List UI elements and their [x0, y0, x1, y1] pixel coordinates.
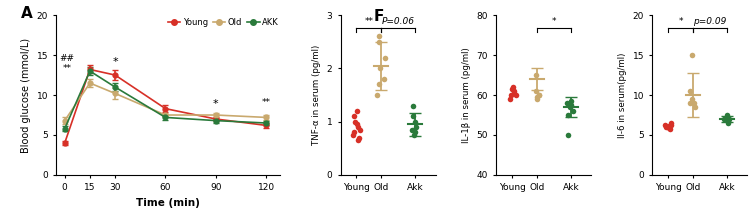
Point — [505, 93, 517, 97]
Text: *: * — [552, 17, 556, 26]
Legend: Young, Old, AKK: Young, Old, AKK — [164, 14, 282, 30]
Text: *: * — [213, 99, 219, 109]
Point — [379, 56, 391, 59]
Point — [352, 125, 364, 129]
X-axis label: Time (min): Time (min) — [136, 198, 200, 208]
Y-axis label: Blood glucose (mmol/L): Blood glucose (mmol/L) — [21, 38, 31, 152]
Point — [665, 127, 677, 130]
Point — [686, 97, 698, 101]
Point — [566, 99, 578, 103]
Point — [562, 101, 574, 105]
Point — [566, 103, 578, 107]
Point — [406, 128, 418, 131]
Point — [410, 125, 422, 129]
Text: P=0.06: P=0.06 — [382, 17, 415, 26]
Point — [686, 53, 698, 57]
Point — [663, 124, 675, 128]
Point — [374, 67, 386, 70]
Point — [665, 123, 677, 126]
Point — [530, 89, 542, 93]
Text: A: A — [20, 6, 32, 21]
Point — [348, 131, 360, 134]
Point — [373, 40, 385, 43]
Point — [352, 139, 364, 142]
Point — [354, 136, 366, 139]
Point — [562, 133, 575, 137]
Point — [532, 93, 544, 97]
Point — [378, 77, 390, 81]
Point — [507, 85, 519, 89]
Point — [721, 116, 733, 119]
Point — [372, 83, 385, 86]
Point — [564, 105, 576, 109]
Text: **: ** — [63, 64, 72, 73]
Point — [659, 124, 671, 127]
Point — [665, 121, 677, 125]
Point — [660, 125, 672, 129]
Point — [531, 95, 543, 99]
Point — [510, 93, 522, 97]
Point — [351, 123, 363, 126]
Point — [354, 128, 366, 131]
Point — [371, 93, 383, 97]
Point — [348, 115, 360, 118]
Point — [531, 97, 543, 101]
Point — [504, 97, 516, 101]
Text: **: ** — [261, 98, 270, 107]
Point — [684, 101, 696, 105]
Point — [722, 117, 734, 121]
Point — [562, 113, 575, 117]
Point — [684, 89, 696, 93]
Y-axis label: Il-6 in serum(pg/ml): Il-6 in serum(pg/ml) — [618, 52, 627, 138]
Point — [372, 35, 385, 38]
Point — [722, 113, 734, 117]
Text: F: F — [373, 9, 384, 24]
Point — [508, 91, 520, 95]
Point — [408, 104, 420, 107]
Point — [567, 109, 579, 113]
Point — [409, 120, 421, 123]
Point — [408, 133, 420, 137]
Point — [347, 133, 359, 137]
Text: p=0.09: p=0.09 — [693, 17, 727, 26]
Point — [349, 120, 361, 123]
Point — [689, 105, 701, 109]
Point — [530, 73, 542, 77]
Point — [663, 126, 675, 130]
Text: **: ** — [364, 17, 373, 26]
Text: ##: ## — [60, 54, 75, 63]
Point — [718, 117, 730, 121]
Point — [722, 119, 734, 122]
Point — [409, 131, 421, 134]
Point — [722, 118, 734, 122]
Point — [533, 93, 545, 97]
Y-axis label: TNF-α in serum (pg/ml): TNF-α in serum (pg/ml) — [312, 45, 321, 145]
Point — [688, 101, 700, 105]
Point — [351, 109, 363, 113]
Text: *: * — [113, 57, 118, 67]
Point — [508, 89, 520, 93]
Text: *: * — [678, 17, 683, 26]
Y-axis label: IL-1β in serum (pg/ml): IL-1β in serum (pg/ml) — [462, 47, 471, 143]
Point — [505, 87, 517, 91]
Point — [722, 121, 734, 125]
Point — [408, 115, 420, 118]
